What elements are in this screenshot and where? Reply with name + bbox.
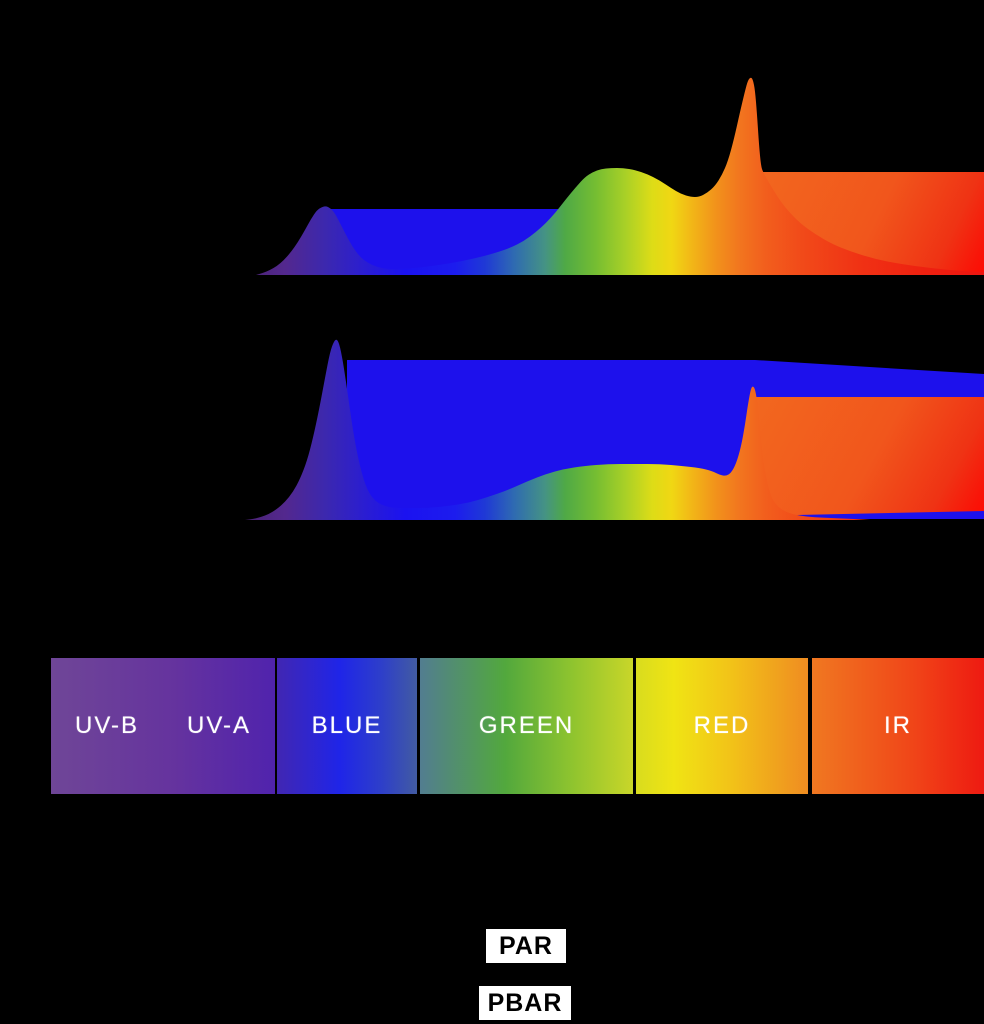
band-section-blue: BLUE <box>277 658 417 794</box>
band-section-green: GREEN <box>420 658 633 794</box>
spectrum-curve-bottom <box>245 339 984 520</box>
band-section-uv: UV-B UV-A <box>51 658 275 794</box>
band-label-red: RED <box>693 712 751 739</box>
spectrum-path-0 <box>256 77 984 275</box>
band-label-blue: BLUE <box>311 712 383 739</box>
pbar-label-box: PBAR <box>479 986 571 1020</box>
band-section-ir: IR <box>812 658 984 794</box>
par-label: PAR <box>499 931 553 960</box>
spectrum-curve-top <box>256 77 984 275</box>
pbar-label: PBAR <box>487 988 563 1017</box>
band-label-ir: IR <box>884 712 912 739</box>
orange-plateau-1 <box>753 397 984 516</box>
band-section-red: RED <box>636 658 808 794</box>
spectrum-path-1 <box>245 339 870 520</box>
band-label-uva: UV-A <box>186 712 251 739</box>
band-label-green: GREEN <box>478 712 575 739</box>
band-label-uvb: UV-B <box>74 712 139 739</box>
par-label-box: PAR <box>486 929 566 963</box>
